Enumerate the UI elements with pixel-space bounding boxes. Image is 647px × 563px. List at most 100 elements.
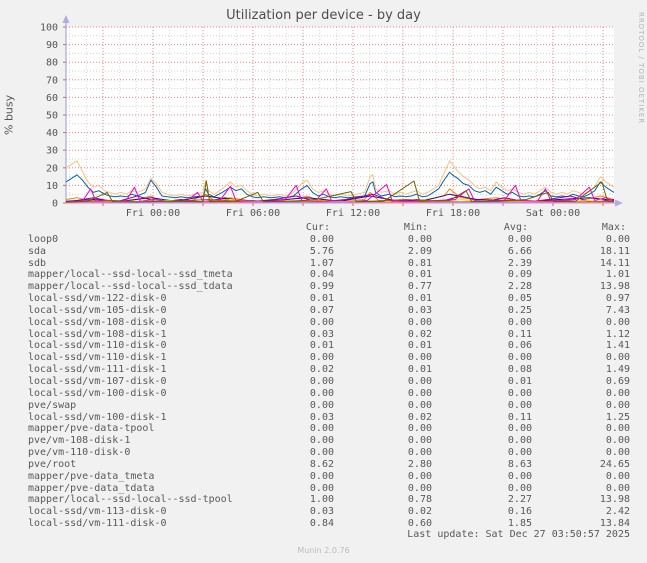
legend-min-value: 0.00 (407, 399, 432, 411)
legend-row: local-ssd/vm-100-disk-0 0.00 0.00 0.00 0.00 (0, 388, 647, 400)
legend-min-value: 0.00 (407, 233, 432, 245)
legend-series-name: pve/swap (28, 399, 77, 411)
legend-cur-value: 5.76 (309, 245, 334, 257)
legend-max-value: 0.00 (605, 447, 630, 459)
legend-max-value: 0.00 (605, 399, 630, 411)
legend-avg-value: 2.28 (507, 281, 532, 293)
legend-row: mapper/local--ssd-local--ssd_tdata 0.99 0.… (0, 281, 647, 293)
legend-series-name: sda (28, 245, 47, 257)
legend-cur-value: 0.01 (309, 340, 334, 352)
legend-avg-value: 0.00 (507, 399, 532, 411)
legend-row: local-ssd/vm-110-disk-1 0.00 0.00 0.00 0.00 (0, 352, 647, 364)
legend-avg-value: 8.63 (507, 458, 532, 470)
legend-avg-value: 0.05 (507, 293, 532, 305)
legend-max-value: 24.65 (599, 458, 630, 470)
legend-avg-value: 0.16 (507, 506, 532, 518)
chart-title: Utilization per device - by day (226, 8, 421, 23)
legend-row: mapper/pve-data-tpool 0.00 0.00 0.00 0.00 (0, 423, 647, 435)
legend-avg-value: 0.00 (507, 470, 532, 482)
legend-avg-value: 0.00 (507, 387, 532, 399)
legend-min-value: 0.02 (407, 328, 432, 340)
legend-max-value: 18.11 (599, 245, 630, 257)
legend-series-name: local-ssd/vm-100-disk-1 (28, 411, 167, 423)
legend-min-value: 0.02 (407, 506, 432, 518)
legend-row: local-ssd/vm-108-disk-1 0.03 0.02 0.11 1.12 (0, 329, 647, 341)
legend-cur-value: 0.00 (309, 470, 334, 482)
legend-series-name: local-ssd/vm-113-disk-0 (28, 506, 167, 518)
legend-avg-value: 0.00 (507, 447, 532, 459)
legend-cur-value: 0.03 (309, 506, 334, 518)
svg-text:70: 70 (46, 75, 58, 86)
legend-cur-value: 0.00 (309, 352, 334, 364)
legend-avg-value: 0.00 (507, 316, 532, 328)
svg-text:60: 60 (46, 93, 58, 104)
legend-max-value: 1.49 (605, 364, 630, 376)
legend-max-value: 0.00 (605, 482, 630, 494)
legend-row: local-ssd/vm-100-disk-1 0.03 0.02 0.11 1.25 (0, 412, 647, 424)
svg-text:Fri 12:00: Fri 12:00 (326, 208, 380, 219)
legend-max-value: 1.01 (605, 269, 630, 281)
legend-avg-value: 0.00 (507, 482, 532, 494)
svg-text:30: 30 (46, 146, 58, 157)
legend-min-value: 0.77 (407, 281, 432, 293)
legend-avg-value: 6.66 (507, 245, 532, 257)
legend-row: pve/root 8.62 2.80 8.63 24.65 (0, 459, 647, 471)
legend-cur-value: 1.07 (309, 257, 334, 269)
legend-cur-value: 0.00 (309, 435, 334, 447)
legend-series-name: local-ssd/vm-110-disk-1 (28, 352, 167, 364)
legend-row: mapper/local--ssd-local--ssd_tmeta 0.04 0.… (0, 269, 647, 281)
legend-min-value: 0.60 (407, 518, 432, 530)
legend-max-value: 0.00 (605, 435, 630, 447)
legend-max-value: 1.25 (605, 411, 630, 423)
legend-min-value: 0.03 (407, 304, 432, 316)
legend-max-value: 0.00 (605, 423, 630, 435)
legend-max-value: 1.41 (605, 340, 630, 352)
legend-max-value: 1.12 (605, 328, 630, 340)
legend-max-value: 14.11 (599, 257, 630, 269)
legend-min-value: 2.09 (407, 245, 432, 257)
svg-text:50: 50 (46, 111, 58, 122)
legend-row: local-ssd/vm-111-disk-0 0.84 0.60 1.85 13.84 (0, 518, 647, 530)
legend-cur-value: 0.00 (309, 399, 334, 411)
legend-max-value: 13.98 (599, 494, 630, 506)
legend-cur-value: 0.00 (309, 423, 334, 435)
munin-version: Munin 2.0.76 (297, 546, 350, 555)
legend-series-name: local-ssd/vm-108-disk-0 (28, 316, 167, 328)
legend-avg-value: 0.00 (507, 352, 532, 364)
legend-cur-value: 0.00 (309, 482, 334, 494)
legend-cur-value: 8.62 (309, 458, 334, 470)
legend-series-name: local-ssd/vm-110-disk-0 (28, 340, 167, 352)
legend-series-name: local-ssd/vm-105-disk-0 (28, 304, 167, 316)
legend-series-name: local-ssd/vm-122-disk-0 (28, 293, 167, 305)
legend-series-name: local-ssd/vm-107-disk-0 (28, 375, 167, 387)
legend-row: mapper/pve-data_tmeta 0.00 0.00 0.00 0.00 (0, 471, 647, 483)
legend-avg-value: 0.06 (507, 340, 532, 352)
legend-min-value: 0.00 (407, 352, 432, 364)
legend-cur-value: 0.00 (309, 447, 334, 459)
legend-min-value: 0.00 (407, 470, 432, 482)
legend-max-value: 0.69 (605, 375, 630, 387)
legend-avg-value: 0.01 (507, 375, 532, 387)
legend-max-value: 13.84 (599, 518, 630, 530)
legend-row: pve/vm-108-disk-1 0.00 0.00 0.00 0.00 (0, 435, 647, 447)
legend-max-value: 2.42 (605, 506, 630, 518)
legend-avg-value: 0.11 (507, 411, 532, 423)
legend-min-value: 0.01 (407, 364, 432, 376)
legend-cur-value: 0.03 (309, 328, 334, 340)
legend-series-name: mapper/pve-data-tpool (28, 423, 155, 435)
legend-min-value: 0.01 (407, 340, 432, 352)
legend-row: sda 5.76 2.09 6.66 18.11 (0, 246, 647, 258)
svg-text:40: 40 (46, 128, 58, 139)
legend-min-value: 0.00 (407, 482, 432, 494)
svg-text:90: 90 (46, 40, 58, 51)
legend-min-value: 0.02 (407, 411, 432, 423)
legend-max-value: 0.00 (605, 387, 630, 399)
legend-series-name: local-ssd/vm-100-disk-0 (28, 387, 167, 399)
legend-min-value: 0.01 (407, 293, 432, 305)
legend-min-value: 0.00 (407, 423, 432, 435)
legend-avg-value: 0.00 (507, 233, 532, 245)
legend-avg-value: 0.11 (507, 328, 532, 340)
legend-min-value: 0.00 (407, 316, 432, 328)
legend-header: Max: (601, 222, 626, 233)
legend-row: local-ssd/vm-122-disk-0 0.01 0.01 0.05 0.97 (0, 293, 647, 305)
